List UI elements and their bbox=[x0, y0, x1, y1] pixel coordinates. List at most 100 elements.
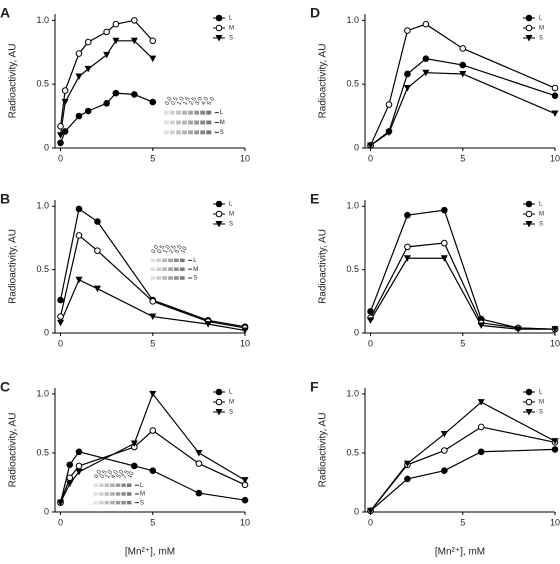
legend-label: S bbox=[539, 36, 543, 42]
band-label: M bbox=[220, 120, 225, 126]
marker bbox=[514, 326, 522, 333]
marker bbox=[403, 255, 411, 262]
legend-label: L bbox=[229, 16, 233, 22]
x-tick-label: 10 bbox=[550, 153, 560, 163]
marker bbox=[149, 37, 157, 45]
panel-letter: F bbox=[310, 379, 319, 395]
marker bbox=[525, 398, 533, 406]
marker bbox=[441, 447, 448, 454]
marker bbox=[241, 477, 249, 484]
series-line bbox=[369, 23, 556, 146]
gel-band bbox=[179, 267, 185, 271]
marker bbox=[477, 322, 485, 329]
marker bbox=[551, 326, 559, 333]
x-tick-label: 0 bbox=[368, 153, 373, 163]
marker bbox=[551, 438, 559, 445]
series-line bbox=[59, 207, 246, 328]
y-tick-label: 1.0 bbox=[36, 388, 49, 398]
marker bbox=[195, 489, 203, 497]
lane-label: 1.5 bbox=[182, 96, 192, 107]
gel-band bbox=[115, 500, 121, 505]
marker bbox=[551, 92, 559, 99]
lane-label: 0.5 bbox=[170, 96, 180, 107]
marker bbox=[215, 388, 223, 396]
y-tick-label: 1.0 bbox=[346, 201, 359, 211]
marker bbox=[441, 206, 448, 214]
marker bbox=[61, 128, 69, 135]
y-tick-label: 0.5 bbox=[36, 79, 49, 89]
gel-band bbox=[182, 130, 187, 135]
marker bbox=[404, 243, 411, 251]
marker bbox=[131, 462, 138, 470]
series-line bbox=[370, 426, 556, 512]
gel-band bbox=[150, 258, 156, 263]
marker bbox=[57, 123, 64, 130]
marker bbox=[195, 460, 203, 467]
marker bbox=[149, 427, 157, 434]
marker bbox=[94, 218, 101, 225]
y-axis-label: Radioactivity, AU bbox=[318, 413, 329, 488]
marker bbox=[215, 210, 223, 218]
marker bbox=[404, 70, 411, 78]
legend-label: M bbox=[229, 400, 234, 406]
band-label: L bbox=[193, 258, 197, 264]
gel-band bbox=[163, 130, 169, 135]
gel-band bbox=[104, 492, 110, 496]
gel-band bbox=[104, 483, 110, 487]
marker bbox=[75, 448, 83, 456]
gel-band bbox=[99, 492, 104, 496]
marker bbox=[441, 239, 448, 247]
gel-band bbox=[99, 500, 104, 505]
lane-label: 4.0 bbox=[110, 469, 120, 480]
gel-band bbox=[174, 258, 179, 263]
lane-label: 5.0 bbox=[207, 96, 217, 107]
marker bbox=[66, 474, 74, 482]
marker bbox=[84, 38, 92, 46]
marker bbox=[112, 37, 120, 45]
marker bbox=[404, 475, 411, 483]
marker bbox=[75, 276, 83, 284]
gel-band bbox=[99, 483, 104, 487]
legend-label: M bbox=[539, 400, 544, 406]
marker bbox=[149, 467, 157, 474]
gel-band bbox=[200, 130, 206, 135]
gel-band bbox=[200, 110, 206, 115]
gel-band bbox=[194, 130, 200, 135]
gel-band bbox=[115, 492, 121, 496]
gel-band bbox=[93, 500, 99, 505]
gel-band bbox=[156, 276, 162, 280]
gel-band bbox=[174, 276, 179, 280]
gel-band bbox=[93, 483, 99, 487]
marker bbox=[551, 446, 559, 453]
series-line bbox=[370, 58, 556, 146]
marker bbox=[403, 85, 411, 92]
marker bbox=[477, 423, 485, 431]
gel-band bbox=[188, 130, 194, 135]
marker bbox=[204, 321, 212, 328]
gel-band bbox=[150, 276, 156, 280]
y-tick-label: 0.5 bbox=[36, 447, 49, 457]
marker bbox=[75, 205, 83, 213]
lane-label: 3.0 bbox=[195, 96, 205, 107]
marker bbox=[525, 200, 533, 208]
legend-label: M bbox=[539, 212, 544, 218]
gel-band bbox=[163, 110, 169, 115]
marker bbox=[84, 65, 92, 73]
marker bbox=[440, 431, 448, 438]
series-line bbox=[370, 448, 556, 512]
panel-letter: E bbox=[310, 191, 319, 207]
marker bbox=[103, 100, 110, 107]
marker bbox=[130, 440, 138, 448]
marker bbox=[93, 285, 101, 293]
legend-label: S bbox=[539, 410, 543, 416]
marker bbox=[525, 221, 533, 228]
lane-label: 0.5 bbox=[99, 469, 109, 480]
marker bbox=[551, 110, 559, 118]
lane-label: 1.0 bbox=[163, 244, 173, 255]
marker bbox=[75, 50, 83, 57]
y-tick-label: 0 bbox=[354, 142, 359, 152]
gel-band bbox=[200, 120, 206, 125]
marker bbox=[131, 91, 138, 98]
